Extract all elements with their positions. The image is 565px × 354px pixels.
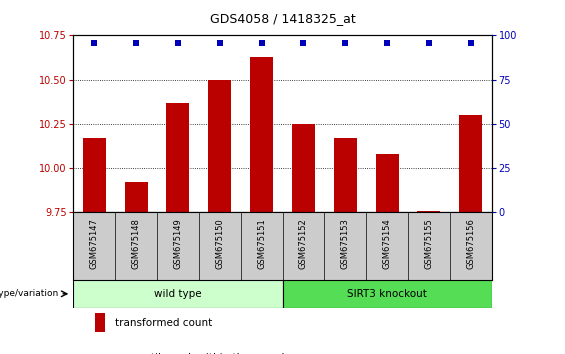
Point <box>90 41 99 46</box>
Bar <box>167 103 189 212</box>
Text: GSM675148: GSM675148 <box>132 218 141 269</box>
Bar <box>208 80 231 212</box>
Text: GSM675147: GSM675147 <box>90 218 99 269</box>
Text: GSM675150: GSM675150 <box>215 218 224 269</box>
Text: GSM675151: GSM675151 <box>257 218 266 269</box>
Point <box>299 41 308 46</box>
Text: GSM675153: GSM675153 <box>341 218 350 269</box>
Bar <box>250 57 273 212</box>
Bar <box>73 280 282 308</box>
Point <box>466 41 475 46</box>
Bar <box>292 124 315 212</box>
Bar <box>125 182 147 212</box>
Point <box>173 41 182 46</box>
Bar <box>94 313 105 332</box>
Point <box>383 41 392 46</box>
Point <box>424 41 433 46</box>
Bar <box>83 138 106 212</box>
Text: GSM675149: GSM675149 <box>173 218 182 269</box>
Bar <box>334 138 357 212</box>
Bar <box>376 154 398 212</box>
Bar <box>282 280 492 308</box>
Text: wild type: wild type <box>154 289 202 299</box>
Text: GSM675155: GSM675155 <box>424 218 433 269</box>
Text: SIRT3 knockout: SIRT3 knockout <box>347 289 427 299</box>
Point <box>215 41 224 46</box>
Text: percentile rank within the sample: percentile rank within the sample <box>115 353 292 354</box>
Text: GDS4058 / 1418325_at: GDS4058 / 1418325_at <box>210 12 355 25</box>
Point <box>257 41 266 46</box>
Bar <box>418 211 440 212</box>
Text: transformed count: transformed count <box>115 318 213 328</box>
Point <box>132 41 141 46</box>
Text: GSM675152: GSM675152 <box>299 218 308 269</box>
Text: genotype/variation: genotype/variation <box>0 289 59 298</box>
Bar <box>459 115 482 212</box>
Text: GSM675156: GSM675156 <box>466 218 475 269</box>
Text: GSM675154: GSM675154 <box>383 218 392 269</box>
Point <box>341 41 350 46</box>
